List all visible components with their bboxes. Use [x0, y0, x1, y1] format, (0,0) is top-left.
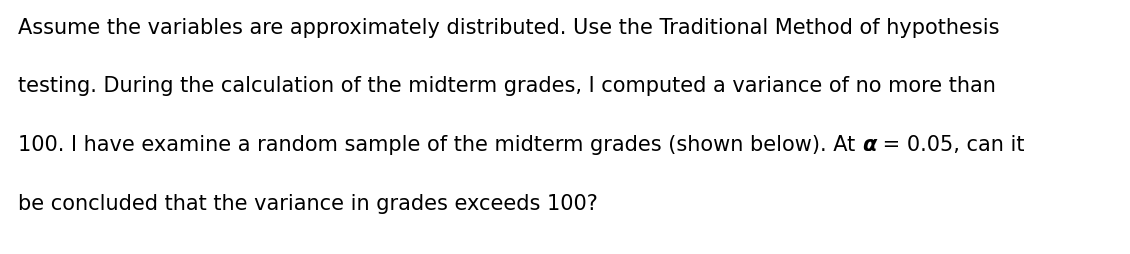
- Text: = 0.05, can it: = 0.05, can it: [877, 135, 1025, 154]
- Text: Assume the variables are approximately distributed. Use the Traditional Method o: Assume the variables are approximately d…: [18, 18, 1000, 38]
- Text: α: α: [862, 135, 877, 154]
- Text: testing. During the calculation of the midterm grades, I computed a variance of : testing. During the calculation of the m…: [18, 76, 996, 96]
- Text: 100. I have examine a random sample of the midterm grades (shown below). At: 100. I have examine a random sample of t…: [18, 135, 862, 154]
- Text: be concluded that the variance in grades exceeds 100?: be concluded that the variance in grades…: [18, 193, 598, 213]
